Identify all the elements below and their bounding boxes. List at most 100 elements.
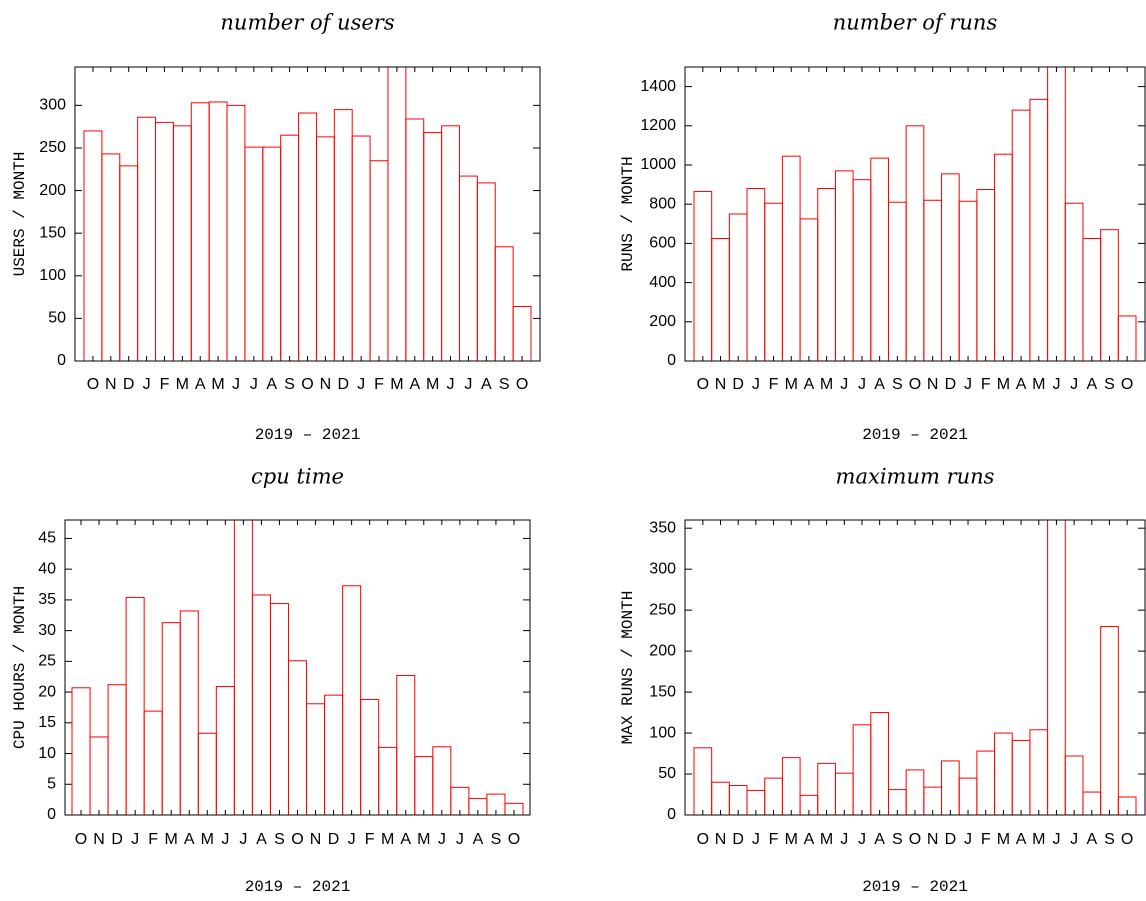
x-tick-label: A: [195, 376, 206, 393]
bar: [1047, 67, 1066, 361]
bar: [994, 732, 1013, 815]
x-tick-label: F: [374, 376, 384, 393]
x-tick-label: S: [1104, 831, 1115, 848]
bar: [958, 777, 978, 815]
x-tick-label: J: [250, 376, 258, 393]
x-tick-label: O: [1121, 376, 1133, 393]
bar: [781, 757, 801, 815]
bar: [1064, 755, 1084, 815]
x-tick-label: D: [732, 376, 744, 393]
y-tick-label: 40: [38, 560, 56, 577]
y-tick-label: 350: [649, 519, 676, 536]
x-tick-label: A: [1016, 831, 1027, 848]
bar: [834, 772, 854, 815]
bar: [155, 121, 174, 361]
x-tick-label: A: [804, 831, 815, 848]
bar: [693, 747, 713, 815]
x-tick-label: N: [715, 376, 727, 393]
x-tick-label: J: [232, 376, 240, 393]
x-tick-label: J: [456, 831, 464, 848]
y-tick-label: 300: [39, 97, 66, 114]
y-tick-label: 50: [658, 765, 676, 782]
bar: [197, 732, 217, 815]
x-tick-label: M: [820, 831, 833, 848]
x-tick-label: N: [927, 831, 939, 848]
x-tick-label: J: [1070, 831, 1078, 848]
x-tick-label: N: [320, 376, 332, 393]
bar: [233, 520, 253, 815]
x-tick-label: A: [409, 376, 420, 393]
x-tick-label: O: [909, 831, 921, 848]
x-tick-label: N: [927, 376, 939, 393]
y-tick-label: 20: [38, 683, 56, 700]
bar: [101, 153, 121, 361]
bar: [870, 157, 889, 361]
bars: [71, 520, 524, 815]
y-tick-label: 250: [39, 139, 66, 156]
x-tick-label: J: [464, 376, 472, 393]
bar: [208, 101, 228, 361]
x-tick-label: J: [1070, 376, 1078, 393]
y-tick-label: 1200: [640, 117, 676, 134]
x-tick-label: S: [1104, 376, 1115, 393]
x-tick-label: J: [143, 376, 151, 393]
x-tick-label: M: [381, 831, 394, 848]
x-tick-label: O: [508, 831, 520, 848]
bar: [414, 756, 434, 815]
x-tick-label: J: [858, 376, 866, 393]
chart-title: cpu time: [251, 465, 344, 489]
bar: [269, 603, 289, 815]
bar: [161, 622, 181, 815]
y-tick-label: 100: [39, 267, 66, 284]
x-tick-label: F: [160, 376, 170, 393]
bars: [693, 67, 1137, 361]
x-tick-label: O: [909, 376, 921, 393]
bar: [244, 146, 264, 361]
plot-frame: [64, 519, 531, 816]
bar: [405, 118, 425, 361]
x-tick-label: F: [981, 376, 991, 393]
y-tick-label: 1000: [640, 156, 676, 173]
bar: [190, 102, 210, 361]
x-tick-label: F: [365, 831, 375, 848]
x-tick-label: A: [400, 831, 411, 848]
bar: [870, 712, 889, 815]
x-tick-label: F: [148, 831, 158, 848]
x-tick-label: D: [328, 831, 340, 848]
chart-title: maximum runs: [836, 465, 995, 489]
bar: [351, 135, 371, 361]
bar: [1100, 626, 1119, 815]
x-tick-label: J: [239, 831, 247, 848]
x-tick-label: M: [211, 376, 224, 393]
y-tick-label: 150: [649, 683, 676, 700]
bar: [342, 585, 362, 815]
y-tick-label: 15: [38, 714, 56, 731]
x-axis-label: 2019 – 2021: [862, 878, 968, 896]
x-axis-label: 2019 – 2021: [862, 426, 968, 444]
y-tick-label: 400: [649, 274, 676, 291]
bar: [137, 116, 157, 361]
bar: [1117, 315, 1137, 361]
bar: [280, 134, 300, 361]
bar: [799, 218, 819, 361]
chart-title: number of runs: [833, 11, 998, 35]
bar: [1011, 739, 1031, 815]
x-tick-label: D: [123, 376, 135, 393]
x-tick-label: J: [447, 376, 455, 393]
bar: [817, 762, 836, 815]
y-tick-label: 200: [39, 182, 66, 199]
x-axis-label: 2019 – 2021: [245, 878, 351, 896]
bar: [333, 109, 353, 361]
bar: [711, 238, 730, 361]
x-tick-label: M: [785, 376, 798, 393]
bar: [923, 199, 943, 361]
bar: [781, 155, 801, 361]
bar: [360, 698, 380, 815]
y-tick-label: 250: [649, 601, 676, 618]
bar: [817, 188, 836, 361]
x-tick-label: J: [752, 831, 760, 848]
x-tick-label: J: [1052, 831, 1060, 848]
bar: [958, 200, 978, 361]
y-tick-label: 200: [649, 642, 676, 659]
